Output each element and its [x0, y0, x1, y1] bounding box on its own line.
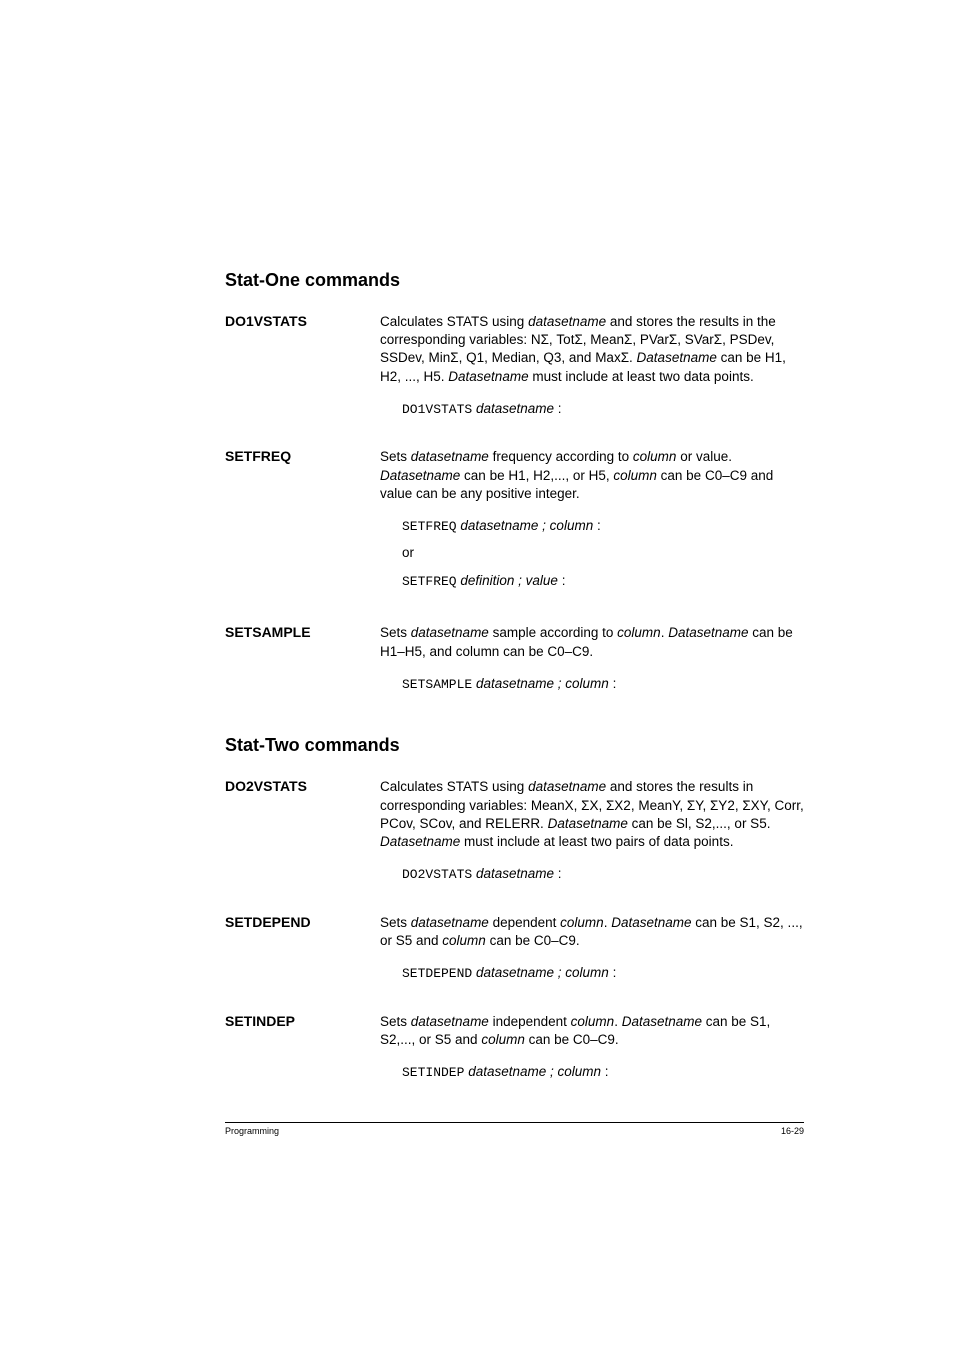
code-cmd: SETSAMPLE — [402, 677, 472, 692]
term-label: SETFREQ — [225, 448, 380, 600]
code-cmd: DO1VSTATS — [402, 402, 472, 417]
or-text: or — [380, 544, 804, 562]
section-stat-two: Stat-Two commands DO2VSTATS Calculates S… — [225, 735, 804, 1087]
code-cmd: DO2VSTATS — [402, 867, 472, 882]
term-label: SETSAMPLE — [225, 624, 380, 699]
entry-setindep: SETINDEP Sets datasetname independent co… — [225, 1013, 804, 1088]
code-cmd: SETFREQ — [402, 574, 457, 589]
code-suffix: : — [558, 573, 566, 588]
code-args: definition ; value — [460, 573, 558, 588]
code-args: datasetname — [476, 866, 554, 881]
code-args: datasetname ; column — [468, 1064, 601, 1079]
definition-body: Sets datasetname dependent column. Datas… — [380, 914, 804, 989]
body-text: Calculates STATS using datasetname and s… — [380, 778, 804, 851]
definition-body: Sets datasetname independent column. Dat… — [380, 1013, 804, 1088]
code-line: DO1VSTATS datasetname : — [380, 400, 804, 419]
definition-body: Calculates STATS using datasetname and s… — [380, 778, 804, 889]
code-suffix: : — [609, 965, 617, 980]
code-args: datasetname ; column — [476, 965, 609, 980]
section-heading: Stat-One commands — [225, 270, 804, 291]
definition-body: Sets datasetname sample according to col… — [380, 624, 804, 699]
code-line: SETDEPEND datasetname ; column : — [380, 964, 804, 983]
page-content: Stat-One commands DO1VSTATS Calculates S… — [0, 0, 954, 1088]
code-line: SETFREQ datasetname ; column : — [380, 517, 804, 536]
section-heading: Stat-Two commands — [225, 735, 804, 756]
code-args: datasetname — [476, 401, 554, 416]
section-stat-one: Stat-One commands DO1VSTATS Calculates S… — [225, 270, 804, 699]
term-label: DO2VSTATS — [225, 778, 380, 889]
entry-setdepend: SETDEPEND Sets datasetname dependent col… — [225, 914, 804, 989]
body-text: Sets datasetname frequency according to … — [380, 448, 804, 503]
code-suffix: : — [554, 401, 562, 416]
term-label: SETDEPEND — [225, 914, 380, 989]
entry-do2vstats: DO2VSTATS Calculates STATS using dataset… — [225, 778, 804, 889]
code-line: DO2VSTATS datasetname : — [380, 865, 804, 884]
code-suffix: : — [554, 866, 562, 881]
footer-left: Programming — [225, 1126, 279, 1136]
code-suffix: : — [601, 1064, 609, 1079]
code-cmd: SETFREQ — [402, 519, 457, 534]
entry-do1vstats: DO1VSTATS Calculates STATS using dataset… — [225, 313, 804, 424]
definition-body: Sets datasetname frequency according to … — [380, 448, 804, 600]
code-args: datasetname ; column — [460, 518, 593, 533]
code-line: SETSAMPLE datasetname ; column : — [380, 675, 804, 694]
term-label: SETINDEP — [225, 1013, 380, 1088]
body-text: Sets datasetname sample according to col… — [380, 624, 804, 660]
code-line: SETFREQ definition ; value : — [380, 572, 804, 591]
entry-setsample: SETSAMPLE Sets datasetname sample accord… — [225, 624, 804, 699]
definition-body: Calculates STATS using datasetname and s… — [380, 313, 804, 424]
code-line: SETINDEP datasetname ; column : — [380, 1063, 804, 1082]
term-label: DO1VSTATS — [225, 313, 380, 424]
code-suffix: : — [593, 518, 601, 533]
body-text: Calculates STATS using datasetname and s… — [380, 313, 804, 386]
code-args: datasetname ; column — [476, 676, 609, 691]
code-suffix: : — [609, 676, 617, 691]
footer-right: 16-29 — [781, 1126, 804, 1136]
body-text: Sets datasetname dependent column. Datas… — [380, 914, 804, 950]
body-text: Sets datasetname independent column. Dat… — [380, 1013, 804, 1049]
code-cmd: SETDEPEND — [402, 966, 472, 981]
code-cmd: SETINDEP — [402, 1065, 464, 1080]
page-footer: Programming 16-29 — [225, 1122, 804, 1136]
entry-setfreq: SETFREQ Sets datasetname frequency accor… — [225, 448, 804, 600]
